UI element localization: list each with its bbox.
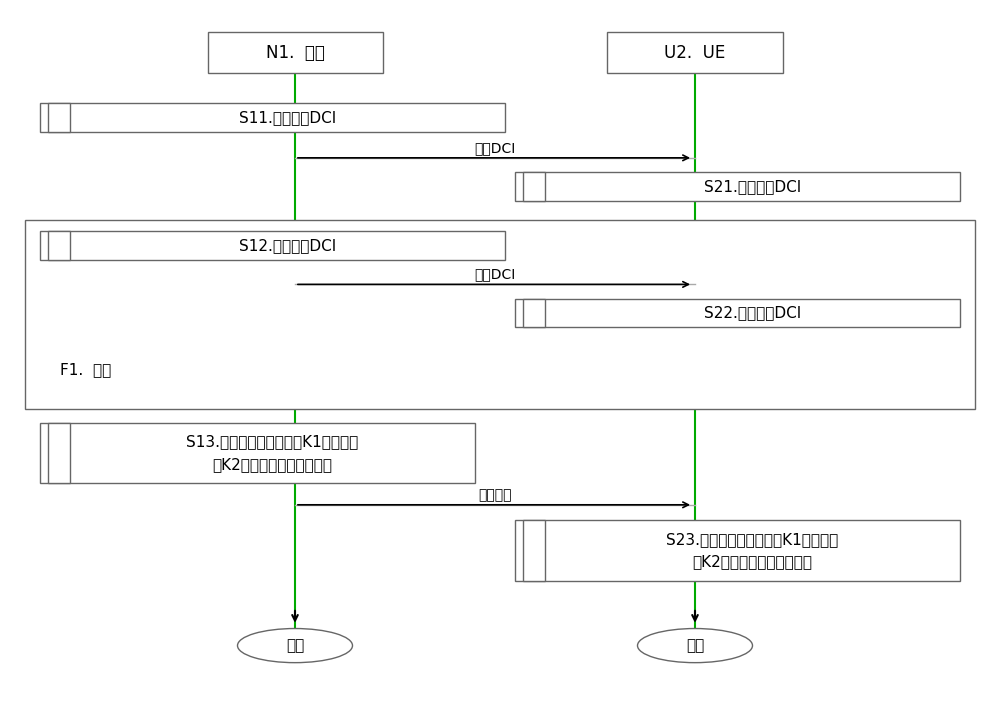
Text: U2.  UE: U2. UE <box>664 43 726 62</box>
Bar <box>48 231 70 260</box>
Bar <box>523 172 545 201</box>
Text: 的K2个载波上接收无线信号: 的K2个载波上接收无线信号 <box>693 555 813 570</box>
Bar <box>607 32 782 73</box>
Bar <box>208 32 382 73</box>
Bar <box>523 299 545 327</box>
Text: 第一DCI: 第一DCI <box>474 141 516 155</box>
Bar <box>48 423 70 483</box>
Ellipse shape <box>638 629 753 663</box>
Ellipse shape <box>238 629 352 663</box>
Text: S13.根据调度信息在所述K1个载波中: S13.根据调度信息在所述K1个载波中 <box>186 434 359 449</box>
Bar <box>523 520 545 581</box>
Text: 的K2个载波上发送无线信号: 的K2个载波上发送无线信号 <box>212 457 332 472</box>
Text: S21.接收第一DCI: S21.接收第一DCI <box>704 178 801 194</box>
Text: S11.发送第一DCI: S11.发送第一DCI <box>239 109 336 125</box>
Text: S22.接收第二DCI: S22.接收第二DCI <box>704 305 801 321</box>
Text: N1.  基站: N1. 基站 <box>266 43 324 62</box>
Text: 第二DCI: 第二DCI <box>474 267 516 282</box>
Bar <box>515 520 960 581</box>
Bar <box>515 172 960 201</box>
Text: S23.根据调度信息在所述K1个载波中: S23.根据调度信息在所述K1个载波中 <box>666 532 839 547</box>
Bar <box>40 231 505 260</box>
Bar <box>25 220 975 409</box>
Text: F1.  可选: F1. 可选 <box>60 362 111 378</box>
Text: 无线信号: 无线信号 <box>478 488 512 502</box>
Text: 结束: 结束 <box>286 638 304 653</box>
Bar <box>40 423 475 483</box>
Bar <box>40 103 505 132</box>
Bar <box>515 299 960 327</box>
Text: 结束: 结束 <box>686 638 704 653</box>
Text: S12.发送第二DCI: S12.发送第二DCI <box>239 237 336 253</box>
Bar <box>48 103 70 132</box>
